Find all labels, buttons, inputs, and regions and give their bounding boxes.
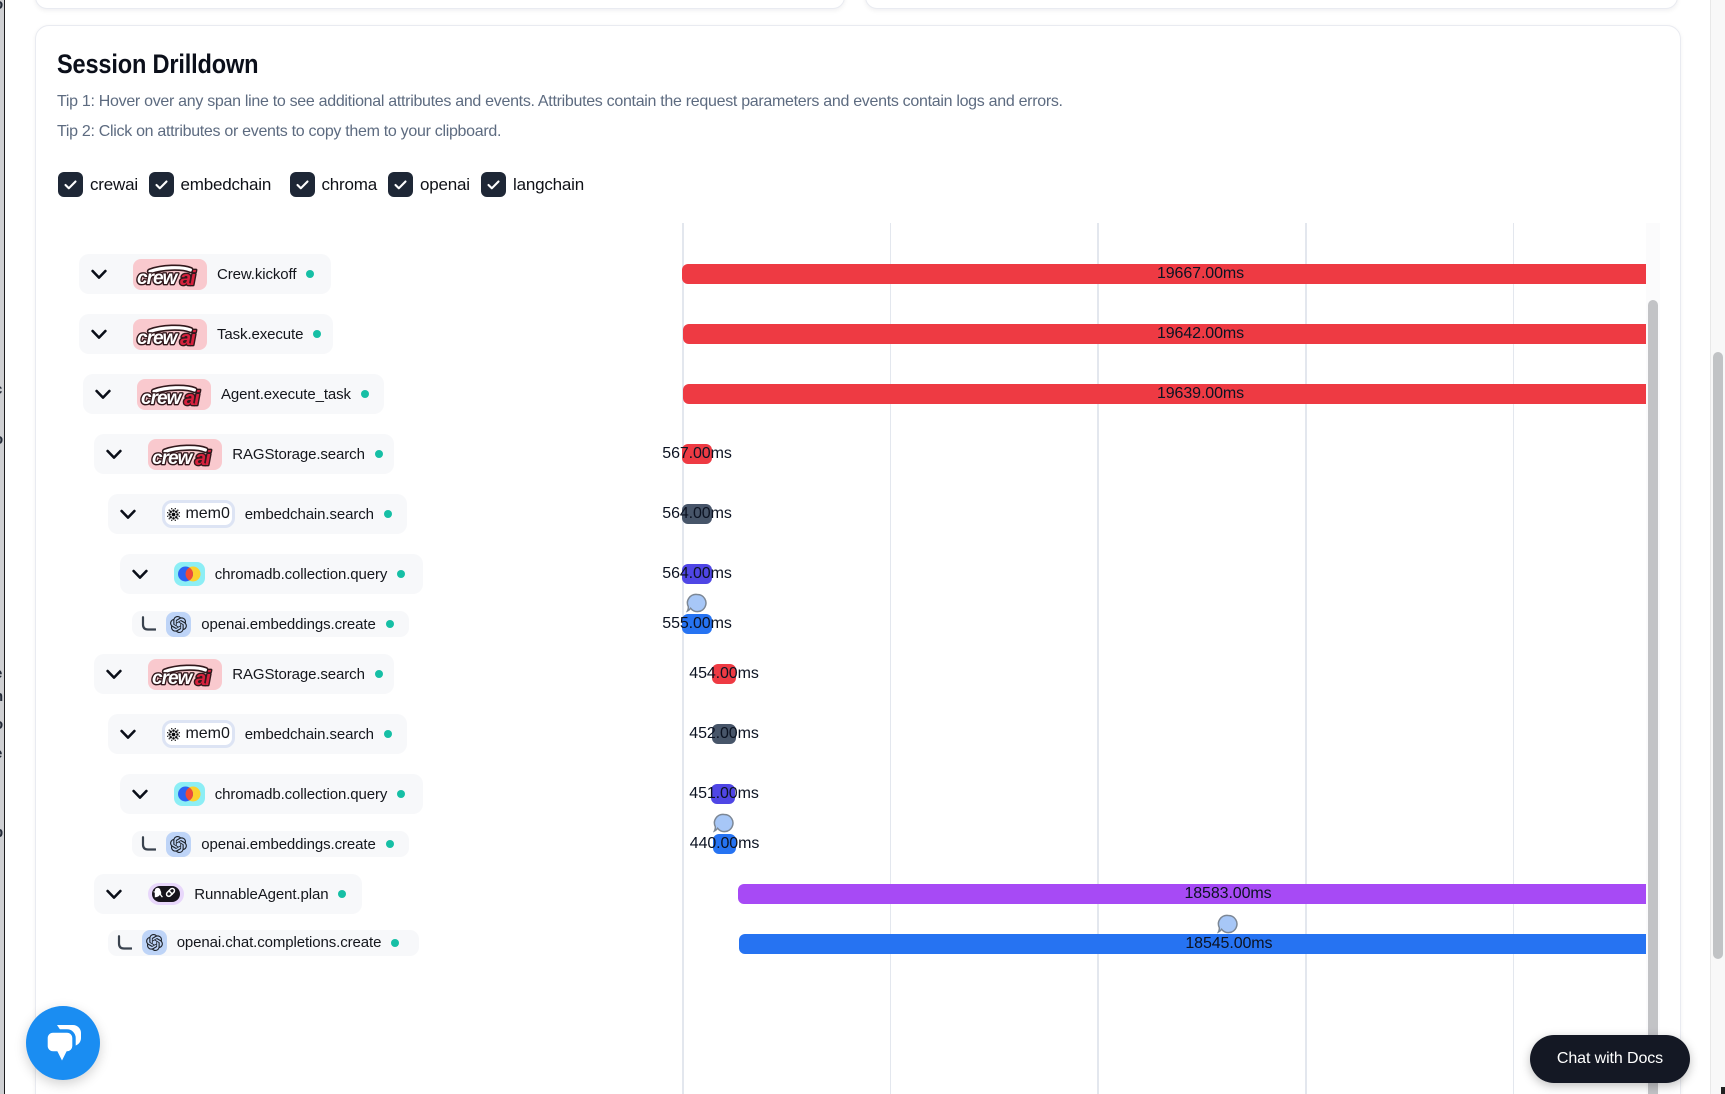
svg-text:ai: ai: [184, 388, 200, 410]
svg-text:crew: crew: [152, 448, 194, 469]
svg-text:ai: ai: [195, 448, 211, 470]
svg-text:crew: crew: [137, 268, 179, 289]
svg-text:ai: ai: [180, 328, 196, 350]
svg-text:ai: ai: [195, 668, 211, 690]
svg-text:crew: crew: [137, 328, 179, 349]
svg-text:crew: crew: [141, 388, 183, 409]
svg-text:crew: crew: [152, 668, 194, 689]
svg-text:ai: ai: [180, 268, 196, 290]
